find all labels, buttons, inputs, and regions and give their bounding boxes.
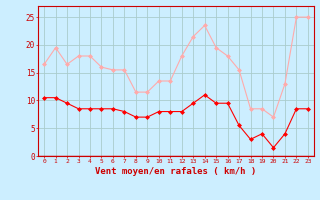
X-axis label: Vent moyen/en rafales ( km/h ): Vent moyen/en rafales ( km/h ) (95, 167, 257, 176)
